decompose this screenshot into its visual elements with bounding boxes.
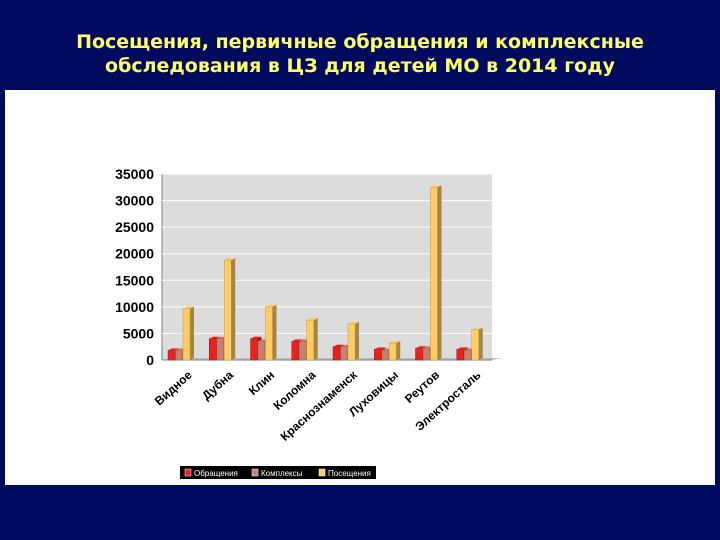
bar-face bbox=[216, 338, 224, 361]
bar-top bbox=[374, 347, 386, 350]
bar-face bbox=[464, 350, 472, 361]
bar-top bbox=[209, 336, 221, 339]
bar-side bbox=[313, 318, 318, 360]
bar-3-8 bbox=[471, 327, 483, 361]
y-tick-label: 0 bbox=[146, 352, 154, 368]
y-tick-label: 35000 bbox=[115, 166, 154, 182]
y-tick-label: 15000 bbox=[115, 272, 154, 288]
y-tick-label: 5000 bbox=[123, 325, 154, 341]
bar-face bbox=[332, 346, 341, 361]
bar-top bbox=[291, 339, 303, 342]
bar-top bbox=[471, 327, 483, 330]
legend-swatch bbox=[184, 468, 192, 477]
x-category-label: Дубна bbox=[199, 368, 236, 403]
title-line-1: Посещения, первичные обращения и комплек… bbox=[76, 31, 644, 53]
x-category-label: Видное bbox=[152, 368, 195, 409]
bar-3-2 bbox=[224, 258, 236, 361]
legend: Обращения Комплексы Посещения bbox=[180, 466, 376, 479]
bar-top bbox=[415, 346, 427, 349]
slide-title: Посещения, первичные обращения и комплек… bbox=[0, 30, 720, 78]
legend-item-3: Посещения bbox=[318, 468, 371, 478]
bar-face bbox=[306, 319, 314, 361]
bar-top bbox=[183, 306, 194, 309]
bar-face bbox=[415, 348, 423, 361]
y-tick-label: 10000 bbox=[115, 299, 154, 315]
chart-panel: 0 5000 10000 15000 20000 25000 30000 35000 Видно… bbox=[5, 90, 715, 485]
bar-face bbox=[299, 341, 307, 361]
legend-swatch bbox=[318, 468, 326, 477]
bar-face bbox=[430, 187, 438, 361]
bar-top bbox=[333, 344, 344, 347]
bar-top bbox=[430, 185, 442, 188]
bar-face bbox=[471, 329, 479, 361]
bar-3-4 bbox=[306, 318, 318, 361]
bar-face bbox=[291, 341, 299, 361]
bar-3-5 bbox=[347, 321, 359, 361]
bar-face bbox=[257, 341, 266, 361]
bar-top bbox=[250, 336, 262, 339]
bar-3-1 bbox=[182, 306, 194, 361]
title-line-2: обследования в ЦЗ для детей МО в 2014 го… bbox=[105, 55, 615, 77]
x-category-label: Краснознаменск bbox=[278, 367, 361, 444]
bar-face bbox=[389, 342, 397, 361]
bar-side bbox=[437, 185, 442, 360]
bar-face bbox=[209, 338, 217, 361]
bar-side bbox=[190, 306, 194, 360]
bar-face bbox=[456, 349, 464, 361]
bar-3-7 bbox=[430, 185, 442, 361]
bar-3-3 bbox=[265, 304, 277, 361]
bar-top bbox=[224, 258, 236, 261]
bar-top bbox=[456, 347, 468, 350]
bar-chart: 0 5000 10000 15000 20000 25000 30000 35000 Видно… bbox=[115, 166, 502, 479]
legend-label: Обращения bbox=[194, 469, 238, 478]
bar-side bbox=[396, 340, 401, 360]
bar-face bbox=[175, 350, 183, 361]
bar-top bbox=[389, 340, 401, 343]
legend-label: Посещения bbox=[328, 469, 371, 478]
bar-face bbox=[265, 306, 273, 361]
bar-side bbox=[231, 258, 236, 360]
plot-area bbox=[162, 174, 492, 360]
bar-face bbox=[422, 348, 431, 361]
legend-item-2: Комплексы bbox=[251, 468, 303, 478]
bar-top bbox=[265, 304, 277, 307]
x-category-label: Клин bbox=[246, 368, 277, 398]
bar-3-6 bbox=[389, 340, 401, 361]
y-tick-label: 20000 bbox=[115, 246, 154, 262]
bar-side bbox=[478, 327, 483, 360]
bar-face bbox=[381, 350, 389, 361]
bar-top bbox=[306, 318, 318, 321]
bar-face bbox=[250, 338, 258, 361]
legend-item-1: Обращения bbox=[184, 468, 238, 478]
bar-face bbox=[347, 323, 356, 361]
legend-box bbox=[180, 466, 376, 479]
y-tick-label: 25000 bbox=[115, 219, 154, 235]
bar-side bbox=[355, 321, 359, 360]
bar-top bbox=[348, 321, 359, 324]
bar-face bbox=[167, 350, 176, 361]
bar-face bbox=[182, 308, 191, 361]
bar-side bbox=[272, 304, 277, 360]
bar-top bbox=[168, 348, 179, 351]
legend-swatch bbox=[251, 468, 259, 477]
bar-face bbox=[224, 259, 232, 361]
legend-label: Комплексы bbox=[261, 469, 303, 478]
x-category-label: Реутов bbox=[402, 368, 442, 406]
bar-face bbox=[340, 346, 348, 361]
bar-face bbox=[374, 349, 382, 361]
y-tick-label: 30000 bbox=[115, 193, 154, 209]
